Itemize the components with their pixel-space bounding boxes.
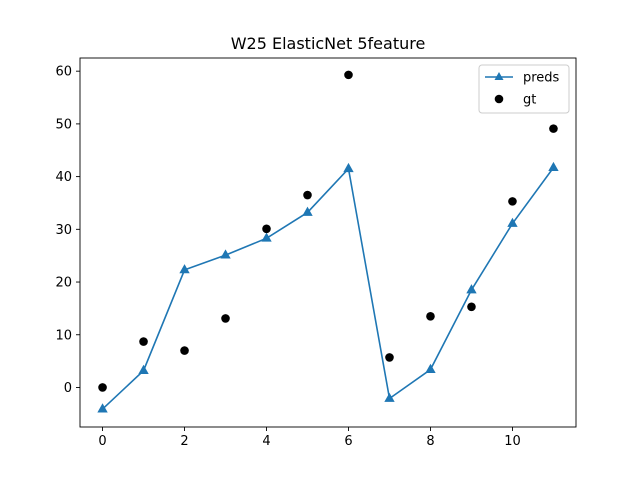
- data-point-gt: [549, 124, 558, 133]
- legend-marker: [494, 72, 504, 80]
- data-point-preds: [97, 403, 108, 413]
- y-tick-label: 60: [55, 65, 72, 80]
- data-point-preds: [466, 284, 477, 294]
- legend-label: preds: [523, 71, 560, 86]
- data-point-gt: [262, 224, 271, 234]
- axes-frame: [79, 57, 577, 428]
- x-tick-label: 6: [344, 434, 352, 449]
- y-tick-label: 30: [55, 223, 72, 238]
- data-point-preds: [343, 162, 354, 173]
- series-preds: [97, 161, 559, 413]
- series-gt: [98, 70, 558, 392]
- data-point-gt: [508, 197, 517, 206]
- data-point-preds: [220, 249, 231, 259]
- x-tick-label: 0: [98, 434, 106, 449]
- legend-item-preds: preds: [485, 71, 560, 86]
- data-point-gt: [221, 314, 230, 323]
- y-tick-label: 40: [55, 170, 72, 185]
- data-point-gt: [385, 353, 394, 362]
- data-point-preds: [261, 232, 272, 242]
- data-point-preds: [302, 206, 313, 216]
- data-point-preds: [179, 264, 190, 274]
- y-tick-label: 50: [55, 117, 72, 132]
- legend: preds gt: [478, 64, 570, 114]
- data-point-preds: [507, 217, 518, 227]
- x-tick-label: 10: [504, 434, 521, 449]
- series-line-preds: [102, 166, 555, 410]
- data-point-gt: [426, 312, 435, 321]
- x-tick-label: 8: [426, 434, 434, 449]
- legend-item-gt: gt: [494, 93, 536, 108]
- data-point-preds: [384, 392, 395, 402]
- data-point-gt: [139, 337, 148, 346]
- data-point-gt: [344, 70, 353, 80]
- plot-area: [97, 70, 559, 413]
- data-point-gt: [180, 346, 189, 355]
- chart-title: W25 ElasticNet 5feature: [231, 34, 426, 53]
- data-point-gt: [303, 190, 312, 200]
- y-tick-label: 0: [64, 381, 72, 396]
- legend-marker: [494, 94, 504, 104]
- data-point-gt: [467, 302, 476, 312]
- data-point-preds: [138, 364, 149, 374]
- data-point-preds: [548, 161, 559, 172]
- y-tick-label: 10: [55, 328, 72, 343]
- data-point-gt: [98, 383, 107, 392]
- x-tick-label: 4: [262, 434, 270, 449]
- data-point-preds: [425, 363, 436, 373]
- x-tick-label: 2: [180, 434, 188, 449]
- y-tick-label: 20: [55, 276, 72, 291]
- legend-label: gt: [523, 93, 536, 108]
- axes: 0 2 4 6 8 10 0 10 20 30 40 50 60: [55, 57, 577, 449]
